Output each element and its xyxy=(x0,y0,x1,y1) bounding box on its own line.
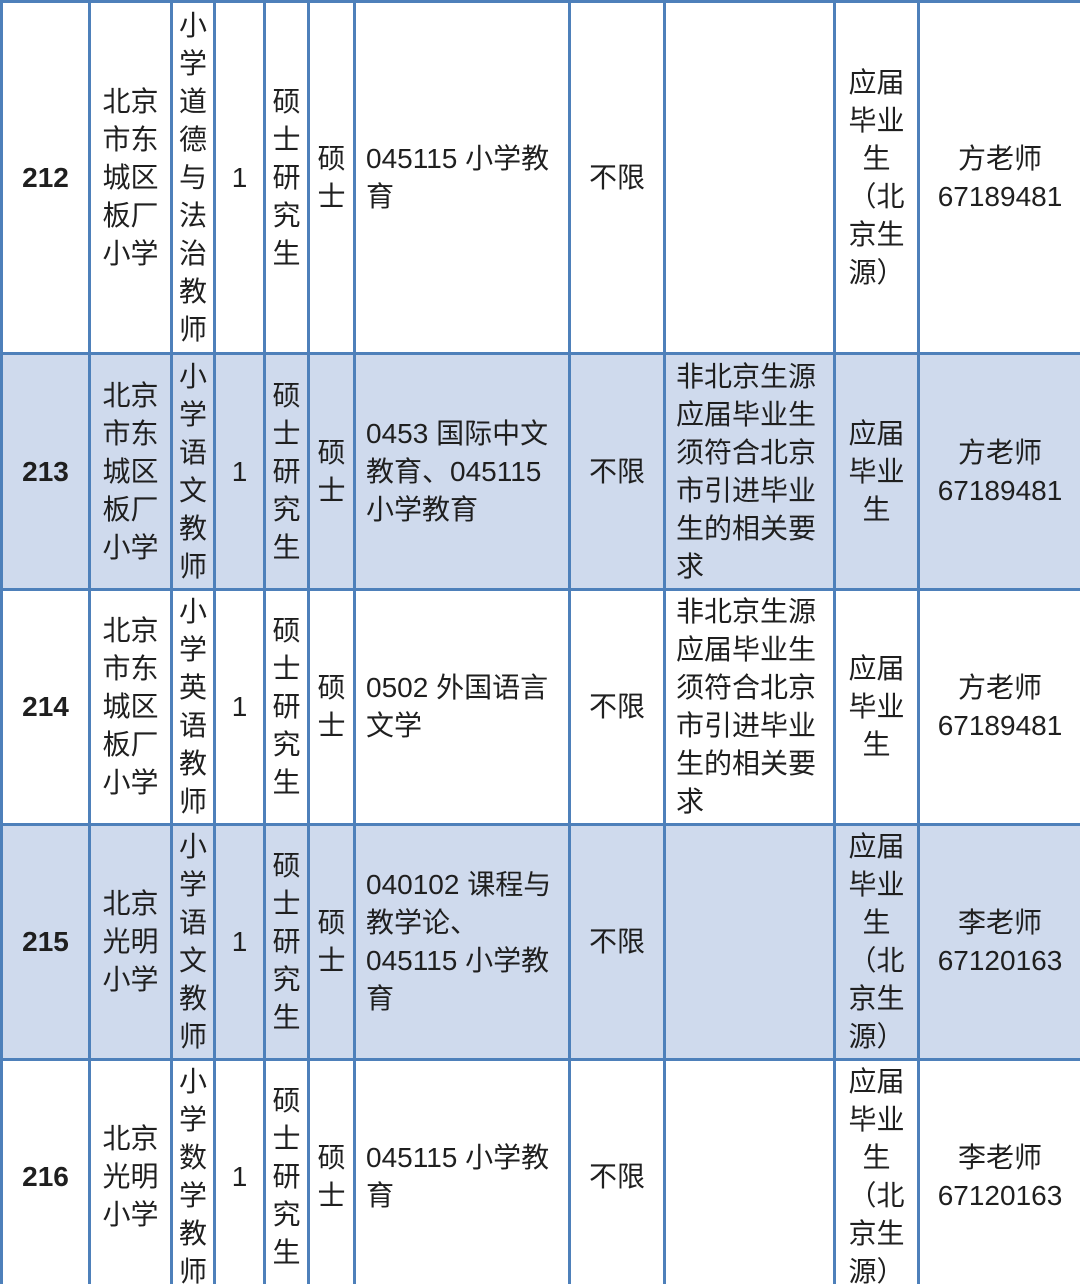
cell-headcount: 1 xyxy=(213,0,266,355)
cell-age-limit: 不限 xyxy=(568,588,666,826)
cell-candidate-source: 应届毕业生 xyxy=(833,352,920,591)
cell-major-codes: 0453 国际中文教育、045115 小学教育 xyxy=(353,352,571,591)
cell-age-limit: 不限 xyxy=(568,0,666,355)
cell-degree: 硕士 xyxy=(307,1058,356,1284)
table-row: 216 北京光明小学 小学数学教师 1 硕士研究生 硕士 045115 小学教育… xyxy=(0,1058,1080,1284)
cell-candidate-source: 应届毕业生（北京生源） xyxy=(833,0,920,355)
cell-candidate-source: 应届毕业生（北京生源） xyxy=(833,823,920,1061)
cell-candidate-source: 应届毕业生（北京生源） xyxy=(833,1058,920,1284)
table-row: 214 北京市东城区板厂小学 小学英语教师 1 硕士研究生 硕士 0502 外国… xyxy=(0,588,1080,826)
cell-age-limit: 不限 xyxy=(568,823,666,1061)
cell-position-title: 小学数学教师 xyxy=(170,1058,216,1284)
cell-headcount: 1 xyxy=(213,588,266,826)
cell-major-codes: 045115 小学教育 xyxy=(353,1058,571,1284)
cell-contact-info: 方老师 67189481 xyxy=(917,588,1080,826)
cell-position-title: 小学语文教师 xyxy=(170,823,216,1061)
cell-extra-requirement xyxy=(663,1058,836,1284)
cell-contact-info: 方老师 67189481 xyxy=(917,0,1080,355)
table-row: 213 北京市东城区板厂小学 小学语文教师 1 硕士研究生 硕士 0453 国际… xyxy=(0,352,1080,591)
cell-position-title: 小学英语教师 xyxy=(170,588,216,826)
cell-age-limit: 不限 xyxy=(568,352,666,591)
cell-position-title: 小学道德与法治教师 xyxy=(170,0,216,355)
cell-school-name: 北京市东城区板厂小学 xyxy=(88,352,173,591)
cell-degree: 硕士 xyxy=(307,352,356,591)
cell-row-number: 213 xyxy=(0,352,91,591)
cell-contact-info: 李老师 67120163 xyxy=(917,1058,1080,1284)
cell-education-level: 硕士研究生 xyxy=(263,0,310,355)
table-row: 212 北京市东城区板厂小学 小学道德与法治教师 1 硕士研究生 硕士 0451… xyxy=(0,0,1080,355)
cell-headcount: 1 xyxy=(213,1058,266,1284)
cell-school-name: 北京市东城区板厂小学 xyxy=(88,588,173,826)
cell-school-name: 北京光明小学 xyxy=(88,823,173,1061)
table-row: 215 北京光明小学 小学语文教师 1 硕士研究生 硕士 040102 课程与教… xyxy=(0,823,1080,1061)
cell-school-name: 北京市东城区板厂小学 xyxy=(88,0,173,355)
cell-row-number: 215 xyxy=(0,823,91,1061)
cell-education-level: 硕士研究生 xyxy=(263,588,310,826)
cell-extra-requirement: 非北京生源应届毕业生须符合北京市引进毕业生的相关要求 xyxy=(663,588,836,826)
cell-contact-info: 李老师 67120163 xyxy=(917,823,1080,1061)
cell-education-level: 硕士研究生 xyxy=(263,1058,310,1284)
cell-contact-info: 方老师 67189481 xyxy=(917,352,1080,591)
cell-education-level: 硕士研究生 xyxy=(263,352,310,591)
cell-position-title: 小学语文教师 xyxy=(170,352,216,591)
cell-education-level: 硕士研究生 xyxy=(263,823,310,1061)
cell-major-codes: 045115 小学教育 xyxy=(353,0,571,355)
cell-major-codes: 040102 课程与教学论、045115 小学教育 xyxy=(353,823,571,1061)
cell-row-number: 216 xyxy=(0,1058,91,1284)
cell-extra-requirement xyxy=(663,823,836,1061)
cell-degree: 硕士 xyxy=(307,0,356,355)
cell-headcount: 1 xyxy=(213,352,266,591)
cell-school-name: 北京光明小学 xyxy=(88,1058,173,1284)
cell-age-limit: 不限 xyxy=(568,1058,666,1284)
cell-candidate-source: 应届毕业生 xyxy=(833,588,920,826)
cell-headcount: 1 xyxy=(213,823,266,1061)
cell-row-number: 212 xyxy=(0,0,91,355)
cell-row-number: 214 xyxy=(0,588,91,826)
cell-degree: 硕士 xyxy=(307,588,356,826)
cell-extra-requirement xyxy=(663,0,836,355)
cell-major-codes: 0502 外国语言文学 xyxy=(353,588,571,826)
cell-degree: 硕士 xyxy=(307,823,356,1061)
cell-extra-requirement: 非北京生源应届毕业生须符合北京市引进毕业生的相关要求 xyxy=(663,352,836,591)
